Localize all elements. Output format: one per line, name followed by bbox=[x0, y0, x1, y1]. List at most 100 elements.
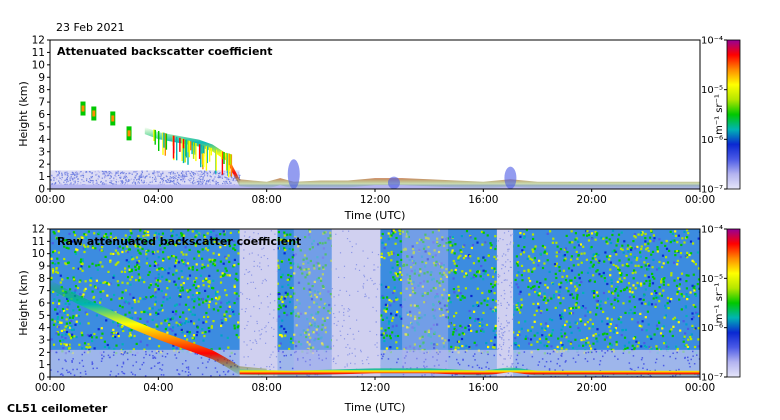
quiet-speck bbox=[267, 258, 269, 260]
noise-speck bbox=[130, 336, 133, 339]
noise-speck bbox=[146, 320, 149, 323]
noise-speck bbox=[381, 318, 384, 321]
noise-speck bbox=[144, 242, 147, 245]
noise-speck bbox=[87, 245, 90, 248]
noise-speck bbox=[283, 247, 286, 250]
low-level-speck bbox=[297, 357, 299, 360]
low-level-speck bbox=[617, 358, 619, 360]
low-level-speck bbox=[611, 350, 613, 353]
noise-speck bbox=[183, 322, 186, 325]
noise-speck bbox=[52, 271, 55, 274]
noise-speck bbox=[443, 271, 446, 274]
noise-speck bbox=[472, 262, 475, 265]
noise-speck bbox=[391, 266, 394, 269]
noise-speck bbox=[412, 248, 415, 251]
aerosol-speck bbox=[199, 176, 201, 178]
low-level-speck bbox=[109, 374, 111, 376]
noise-speck bbox=[293, 292, 296, 295]
y-tick-label: 1 bbox=[38, 171, 45, 183]
noise-speck bbox=[660, 281, 663, 284]
noise-speck bbox=[201, 263, 204, 266]
aerosol-speck bbox=[70, 182, 72, 184]
noise-speck bbox=[447, 299, 450, 302]
low-level-speck bbox=[72, 368, 74, 371]
aerosol-speck bbox=[199, 173, 201, 175]
noise-speck bbox=[145, 296, 148, 299]
noise-speck bbox=[552, 296, 556, 299]
noise-speck bbox=[134, 268, 137, 271]
noise-speck bbox=[673, 261, 676, 264]
aerosol-speck bbox=[209, 170, 211, 172]
quiet-speck bbox=[349, 294, 351, 296]
noise-speck bbox=[677, 234, 680, 237]
noise-speck bbox=[156, 279, 160, 282]
noise-speck bbox=[281, 273, 284, 276]
noise-speck bbox=[580, 271, 583, 274]
noise-speck bbox=[687, 232, 690, 235]
low-level-speck bbox=[585, 352, 587, 354]
noise-speck bbox=[177, 286, 180, 289]
quiet-speck bbox=[336, 324, 338, 326]
noise-speck bbox=[233, 327, 236, 330]
noise-speck bbox=[195, 263, 198, 266]
noise-speck bbox=[308, 306, 311, 309]
noise-speck bbox=[533, 247, 536, 250]
quiet-speck bbox=[347, 333, 349, 335]
quiet-speck bbox=[376, 342, 378, 344]
noise-speck bbox=[421, 292, 424, 296]
aerosol-speck bbox=[80, 171, 82, 173]
quiet-speck bbox=[336, 339, 338, 341]
noise-speck bbox=[692, 286, 695, 289]
quiet-speck bbox=[243, 356, 245, 358]
noise-speck bbox=[164, 269, 167, 272]
noise-speck bbox=[201, 331, 204, 334]
quiet-speck bbox=[511, 363, 513, 365]
noise-speck bbox=[658, 300, 661, 303]
noise-speck bbox=[438, 281, 441, 284]
noise-speck bbox=[607, 297, 610, 300]
noise-speck bbox=[516, 264, 520, 267]
noise-speck bbox=[322, 307, 326, 310]
noise-speck bbox=[482, 269, 485, 272]
noise-speck bbox=[634, 236, 637, 239]
noise-speck bbox=[71, 316, 74, 319]
noise-speck bbox=[59, 310, 62, 313]
noise-speck bbox=[226, 336, 229, 339]
noise-speck bbox=[66, 326, 70, 329]
noise-speck bbox=[50, 338, 53, 341]
low-level-speck bbox=[185, 366, 188, 369]
noise-speck bbox=[115, 344, 118, 347]
aerosol-speck bbox=[114, 174, 116, 176]
plume bbox=[287, 159, 300, 189]
attenuated-x-ticks: 00:00 04:00 08:00 12:00 16:00 20:00 00:00 bbox=[35, 189, 715, 206]
noise-speck bbox=[574, 285, 577, 288]
cloud-streak bbox=[187, 140, 189, 165]
noise-speck bbox=[480, 265, 483, 268]
noise-speck bbox=[552, 237, 555, 240]
noise-speck bbox=[434, 296, 437, 299]
quiet-speck bbox=[253, 364, 255, 366]
aerosol-speck bbox=[230, 182, 232, 184]
noise-speck bbox=[618, 271, 621, 275]
noise-speck bbox=[86, 334, 89, 337]
noise-speck bbox=[418, 248, 421, 252]
noise-speck bbox=[492, 329, 495, 332]
noise-speck bbox=[303, 254, 307, 257]
noise-speck bbox=[453, 315, 456, 318]
aerosol-speck bbox=[162, 181, 164, 183]
noise-speck bbox=[451, 236, 454, 239]
noise-speck bbox=[65, 263, 68, 266]
quiet-speck bbox=[348, 230, 350, 232]
noise-speck bbox=[105, 319, 108, 322]
noise-speck bbox=[399, 315, 402, 318]
noise-speck bbox=[564, 247, 567, 250]
noise-speck bbox=[580, 280, 583, 284]
quiet-speck bbox=[259, 262, 261, 264]
quiet-speck bbox=[361, 374, 363, 376]
noise-speck bbox=[587, 239, 591, 242]
noise-speck bbox=[390, 252, 393, 256]
noise-speck bbox=[66, 313, 69, 317]
noise-speck bbox=[68, 321, 72, 324]
noise-speck bbox=[62, 339, 65, 342]
noise-speck bbox=[413, 326, 416, 330]
